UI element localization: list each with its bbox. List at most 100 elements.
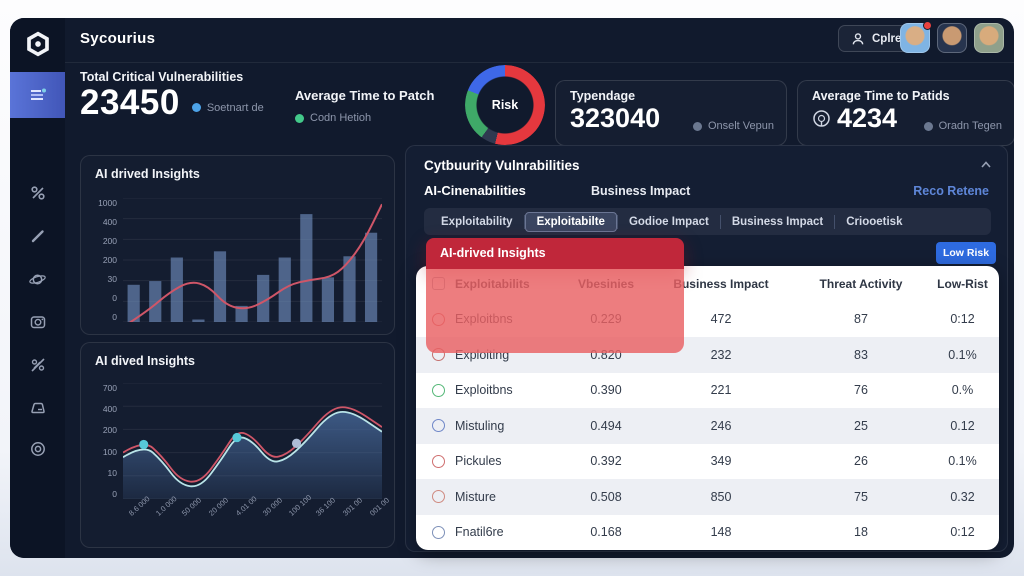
tab-divider: [616, 214, 618, 229]
tab-divider: [719, 214, 721, 229]
stat-legend: Codn Hetioh: [295, 112, 434, 124]
bar: [127, 284, 140, 322]
row-value: 0:12: [950, 312, 975, 327]
axis-tick-label: 1000: [98, 198, 117, 208]
ai-insights-overlay-header[interactable]: AI-drived Insights: [426, 238, 684, 269]
tab-exploitability[interactable]: Exploitability: [441, 215, 513, 228]
table-row[interactable]: Pickules 0.392 349 26 0.1%: [416, 444, 999, 480]
panel-title: Cytbuurity Vulnrabilities: [424, 158, 580, 173]
row-value: 83: [854, 347, 868, 362]
sidebar-item-edit[interactable]: [10, 221, 65, 251]
axis-tick-label: 200: [102, 255, 117, 265]
stat-legend: Soetnart de: [191, 101, 264, 114]
area-line-chart: [123, 383, 382, 499]
row-value: 148: [710, 525, 732, 540]
low-risk-button[interactable]: Low Risk: [936, 242, 996, 264]
row-value: 0.1%: [948, 347, 977, 362]
bar: [235, 305, 248, 322]
sidebar-item-dashboard[interactable]: [10, 72, 65, 118]
page-title: Sycourius: [80, 30, 156, 47]
status-ring-icon[interactable]: [432, 454, 445, 468]
y-axis-labels: 1000 400 200 200 30 0 0: [93, 198, 123, 322]
table-row[interactable]: Exploitbns 0.390 221 76 0.%: [416, 373, 999, 409]
tab-divider: [834, 214, 836, 229]
person-icon: [852, 32, 864, 44]
row-value: 75: [854, 489, 868, 504]
user-avatar[interactable]: [974, 23, 1004, 53]
row-name: Pickules: [455, 454, 502, 469]
row-name: Mistuling: [455, 418, 505, 433]
user-avatar[interactable]: [937, 23, 967, 53]
axis-tick-label: 0: [112, 312, 117, 322]
sidebar-item-disable[interactable]: [10, 350, 65, 380]
axis-tick-label: 30: [107, 274, 117, 284]
tab-business-impact[interactable]: Business Impact: [731, 215, 824, 228]
stat-value: 4234: [837, 103, 898, 133]
table-row[interactable]: Mistuling 0.494 246 25 0.12: [416, 408, 999, 444]
data-point: [291, 438, 302, 448]
row-name: Fnatil6re: [455, 525, 504, 540]
status-ring-icon[interactable]: [432, 419, 445, 433]
collapse-button[interactable]: [979, 158, 993, 172]
axis-tick-label: 0: [112, 293, 117, 303]
sidebar-item-percent[interactable]: [10, 178, 65, 208]
sidebar-item-files[interactable]: [10, 392, 65, 422]
axis-tick-label: 400: [102, 404, 117, 415]
stat-value: 23450: [80, 83, 180, 122]
user-avatar[interactable]: [900, 21, 932, 53]
bar: [321, 277, 335, 322]
row-value: 0:12: [950, 525, 975, 540]
row-value: 246: [710, 418, 732, 433]
bar: [300, 214, 313, 322]
panel-link[interactable]: Reco Retene: [913, 184, 989, 198]
axis-tick-label: 100: [102, 446, 117, 457]
tab-exploitabilte[interactable]: Exploitabilte: [524, 211, 617, 232]
trend-line: [123, 204, 382, 322]
table-row[interactable]: Misture 0.508 850 75 0.32: [416, 479, 999, 515]
legend-dot: [191, 103, 201, 112]
bar: [278, 257, 291, 322]
legend-dot: [923, 121, 933, 131]
vulnerabilities-panel: Cytbuurity Vulnrabilities AI-Cinenabilit…: [405, 145, 1008, 552]
chart-title: AI drived Insights: [95, 167, 200, 181]
vulnerability-table: ExploitabilitsVbesiniesBusiness ImpactTh…: [416, 266, 999, 550]
insights-bar-chart-card: AI drived Insights 1000 400 200 200 30 0 0: [80, 155, 395, 335]
legend-dot: [692, 121, 702, 131]
tab-criooetisk[interactable]: Criooetisk: [846, 215, 903, 228]
row-value: 221: [710, 383, 732, 398]
camera-icon: [30, 316, 45, 329]
percent-icon: [30, 186, 45, 200]
row-value: 0.%: [951, 383, 974, 398]
legend-text: Soetnart de: [206, 101, 264, 114]
tab-godioe-impact[interactable]: Godioe Impact: [628, 215, 709, 228]
bar: [364, 232, 378, 322]
table-row[interactable]: Fnatil6re 0.168 148 18 0:12: [416, 515, 999, 551]
y-axis-labels: 700 400 200 100 10 0: [93, 383, 123, 499]
stat-card-typendage: Typendage 323040 Onselt Vepun: [555, 80, 787, 146]
time-badge-icon: [813, 110, 830, 127]
sidebar-item-capture[interactable]: [10, 307, 65, 337]
bar: [213, 251, 227, 322]
dashboard-list-icon: [30, 88, 46, 100]
avatar-group: [900, 21, 1004, 53]
sidebar-item-network[interactable]: [10, 264, 65, 294]
stat-label: Average Time to Patch: [295, 88, 435, 103]
stat-label: Typendage: [570, 89, 636, 103]
status-ring-icon[interactable]: [432, 383, 445, 397]
row-value: 232: [710, 347, 732, 362]
planet-icon: [29, 274, 46, 284]
stat-label: Total Critical Vulnerabilities: [80, 70, 244, 84]
status-ring-icon[interactable]: [432, 525, 445, 539]
bar: [257, 274, 270, 322]
axis-tick-label: 200: [102, 236, 117, 246]
row-value: 0.32: [950, 489, 975, 504]
sidebar-item-target[interactable]: [10, 434, 65, 464]
row-value: 87: [854, 312, 868, 327]
bar: [192, 319, 205, 322]
status-ring-icon[interactable]: [432, 490, 445, 504]
stat-label: Average Time to Patids: [812, 89, 950, 103]
bar: [170, 257, 183, 322]
stat-total-critical: Total Critical Vulnerabilities 23450 Soe…: [80, 70, 264, 123]
header-divider: [65, 62, 1014, 63]
legend-text: Oradn Tegen: [938, 120, 1002, 132]
